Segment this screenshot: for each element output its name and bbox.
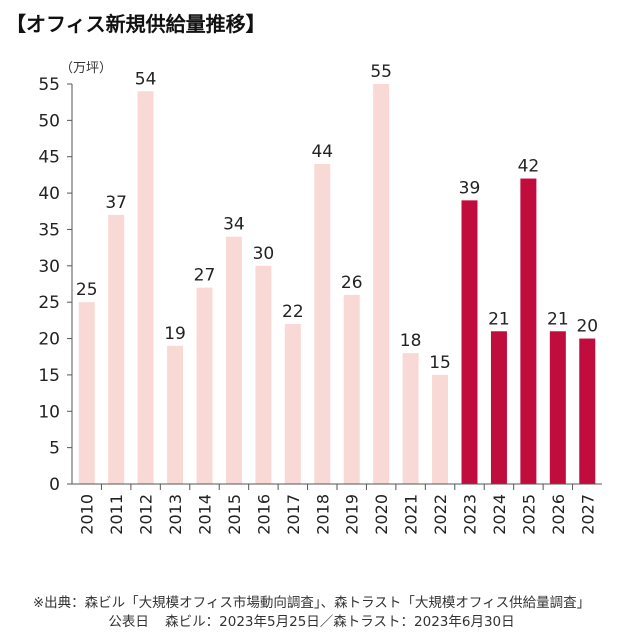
bar-2024 <box>490 331 507 484</box>
x-tick-label-2024: 2024 <box>490 494 509 535</box>
data-label-2018: 44 <box>311 142 333 162</box>
x-tick-label-2015: 2015 <box>225 494 244 535</box>
y-tick-label: 25 <box>38 293 60 313</box>
bar-2019 <box>343 294 360 484</box>
data-label-2014: 27 <box>194 266 216 286</box>
data-label-2013: 19 <box>164 324 186 344</box>
data-label-2022: 15 <box>429 353 451 373</box>
bar-2017 <box>284 324 301 484</box>
data-label-2023: 39 <box>459 178 481 198</box>
data-label-2016: 30 <box>253 244 275 264</box>
x-tick-label-2011: 2011 <box>107 494 126 535</box>
y-tick-label: 20 <box>38 330 60 350</box>
y-tick-label: 35 <box>38 220 60 240</box>
data-label-2011: 37 <box>105 193 127 213</box>
data-label-2024: 21 <box>488 309 510 329</box>
y-axis-ticks: 0 5 10 15 20 25 30 35 40 45 50 55 <box>38 75 72 495</box>
data-label-2027: 20 <box>576 317 598 337</box>
chart-title: 【オフィス新規供給量推移】 <box>6 12 266 36</box>
x-tick-label-2012: 2012 <box>137 494 156 535</box>
x-tick-label-2025: 2025 <box>519 494 538 535</box>
publication-date-text: 森ビル：2023年5月25日／森トラスト：2023年6月30日 <box>165 614 515 630</box>
bar-2015 <box>225 236 242 484</box>
data-label-2021: 18 <box>400 331 422 351</box>
bar-2025 <box>520 178 537 484</box>
data-label-2020: 55 <box>370 62 392 82</box>
data-label-2025: 42 <box>518 157 540 177</box>
y-tick-label: 40 <box>38 184 60 204</box>
publication-date-note: 公表日 森ビル：2023年5月25日／森トラスト：2023年6月30日 <box>0 610 623 630</box>
y-tick-label: 5 <box>49 439 60 459</box>
x-tick-label-2027: 2027 <box>578 494 597 535</box>
x-tick-label-2017: 2017 <box>284 494 303 535</box>
source-note: ※出典：森ビル「大規模オフィス市場動向調査」、森トラスト「大規模オフィス供給量調… <box>32 595 591 611</box>
bar-2012 <box>137 91 154 484</box>
data-label-2012: 54 <box>135 69 157 89</box>
bar-2027 <box>579 338 596 484</box>
y-tick-label: 10 <box>38 402 60 422</box>
bar-2011 <box>108 214 125 484</box>
x-tick-label-2016: 2016 <box>254 494 273 535</box>
x-tick-label-2021: 2021 <box>402 494 421 535</box>
y-tick-label: 55 <box>38 75 60 95</box>
x-tick-label-2014: 2014 <box>196 494 215 535</box>
x-axis-ticks: 2010 2011 2012 2013 2014 2015 2016 2017 2018 2019… <box>78 484 597 535</box>
bar-2018 <box>314 164 331 484</box>
x-tick-label-2023: 2023 <box>461 494 480 535</box>
x-tick-label-2026: 2026 <box>549 494 568 535</box>
bar-2021 <box>402 353 419 484</box>
data-label-2017: 22 <box>282 302 304 322</box>
y-tick-label: 0 <box>49 475 60 495</box>
data-label-2026: 21 <box>547 309 569 329</box>
data-label-2015: 34 <box>223 215 245 235</box>
x-tick-label-2020: 2020 <box>372 494 391 535</box>
x-tick-label-2010: 2010 <box>78 494 97 535</box>
bar-2023 <box>461 200 478 484</box>
y-axis-unit-label: （万坪） <box>60 61 112 76</box>
x-tick-label-2022: 2022 <box>431 494 450 535</box>
x-tick-label-2013: 2013 <box>166 494 185 535</box>
bar-2022 <box>432 374 449 484</box>
publication-date-label: 公表日 <box>108 614 149 630</box>
bar-2010 <box>78 302 95 484</box>
y-tick-label: 30 <box>38 257 60 277</box>
bars <box>78 84 596 484</box>
bar-2026 <box>549 331 566 484</box>
data-label-2019: 26 <box>341 273 363 293</box>
data-label-2010: 25 <box>76 280 98 300</box>
bar-2016 <box>255 265 272 484</box>
x-tick-label-2018: 2018 <box>313 494 332 535</box>
bar-2013 <box>167 345 184 484</box>
bar-2020 <box>373 84 390 484</box>
bar-2014 <box>196 287 213 484</box>
x-tick-label-2019: 2019 <box>343 494 362 535</box>
y-tick-label: 15 <box>38 366 60 386</box>
data-labels: 25 37 54 19 27 34 30 22 44 26 55 18 15 39 21 42 21 20 <box>76 62 598 373</box>
y-tick-label: 50 <box>38 111 60 131</box>
y-tick-label: 45 <box>38 148 60 168</box>
